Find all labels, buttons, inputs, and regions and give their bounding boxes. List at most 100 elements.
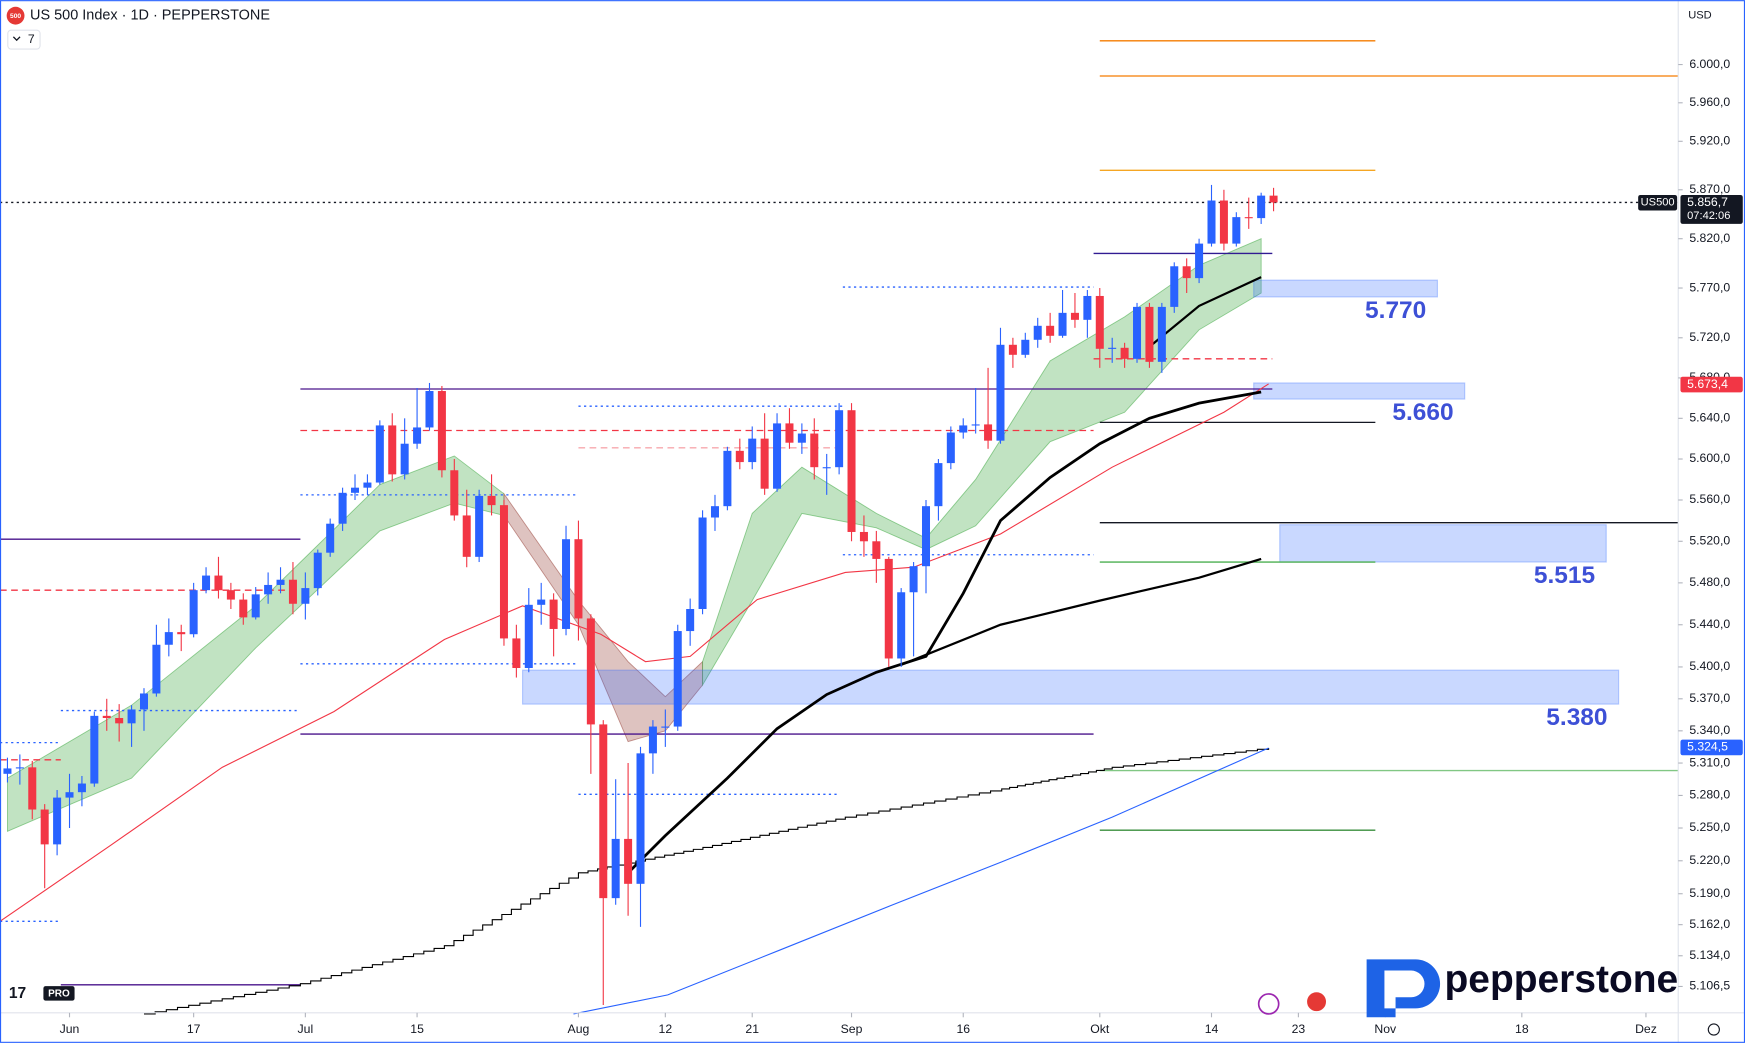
candle-body bbox=[586, 618, 595, 725]
x-tick-label: 12 bbox=[659, 1022, 673, 1036]
candle-body bbox=[624, 838, 633, 884]
candle-body bbox=[301, 588, 310, 604]
y-tick-label: 5.310,0 bbox=[1689, 755, 1730, 769]
currency[interactable]: USD bbox=[1688, 10, 1711, 22]
y-tick-label: 5.820,0 bbox=[1689, 231, 1730, 245]
candle-body bbox=[189, 590, 198, 635]
candle-body bbox=[276, 579, 285, 585]
y-tick-label: 5.440,0 bbox=[1689, 617, 1730, 631]
y-tick-label: 5.720,0 bbox=[1689, 330, 1730, 344]
price-badge-label: 5.673,4 bbox=[1687, 377, 1728, 391]
candle-body bbox=[1145, 306, 1154, 362]
candle-body bbox=[1070, 312, 1079, 320]
candle-body bbox=[822, 467, 831, 469]
countdown: 07:42:06 bbox=[1687, 210, 1730, 222]
y-tick-label: 5.560,0 bbox=[1689, 492, 1730, 506]
candle-body bbox=[264, 584, 273, 595]
candle-body bbox=[1021, 339, 1030, 355]
symbol-icon-text: 500 bbox=[10, 13, 21, 20]
candle-body bbox=[847, 410, 856, 532]
zone-label: 5.770 bbox=[1365, 297, 1426, 324]
candle-body bbox=[1133, 306, 1142, 359]
candle-body bbox=[164, 632, 173, 645]
candle-body bbox=[636, 753, 645, 884]
candle-body bbox=[214, 575, 223, 591]
candle-body bbox=[946, 432, 955, 464]
candle-body bbox=[251, 594, 260, 618]
support-zone bbox=[1253, 382, 1466, 400]
y-tick-label: 5.250,0 bbox=[1689, 820, 1730, 834]
plot: 5.770 5.660 5.515 5.380 bbox=[0, 40, 1679, 1015]
candle-body bbox=[1232, 217, 1241, 244]
symbol-badge bbox=[1638, 194, 1678, 211]
candle-body bbox=[723, 450, 732, 507]
support-zone bbox=[522, 669, 1620, 705]
candle-body bbox=[139, 693, 148, 710]
candle-body bbox=[487, 495, 496, 506]
candle-body bbox=[599, 724, 608, 899]
y-tick-label: 5.640,0 bbox=[1689, 411, 1730, 425]
x-tick-label: Dez bbox=[1635, 1022, 1657, 1036]
candle-body bbox=[686, 609, 695, 632]
candle-body bbox=[934, 463, 943, 507]
y-tick-label: 5.340,0 bbox=[1689, 723, 1730, 737]
candle-body bbox=[1170, 266, 1179, 307]
candle-body bbox=[549, 599, 558, 629]
candle-body bbox=[115, 717, 124, 724]
symbol-badge-label: US500 bbox=[1641, 197, 1675, 209]
candle-body bbox=[1058, 312, 1067, 336]
candle-body bbox=[537, 599, 546, 605]
candle-body bbox=[611, 838, 620, 899]
candle-body bbox=[288, 579, 297, 604]
candle-body bbox=[226, 590, 235, 600]
candle-body bbox=[1033, 325, 1042, 340]
tv-logo: 17 bbox=[9, 985, 26, 1002]
y-tick-label: 5.960,0 bbox=[1689, 95, 1730, 109]
logo-text: pepperstone bbox=[1445, 958, 1679, 1001]
candle-body bbox=[996, 344, 1005, 441]
y-tick-label: 5.134,0 bbox=[1689, 948, 1730, 962]
candle-body bbox=[710, 506, 719, 518]
y-tick-label: 5.770,0 bbox=[1689, 280, 1730, 294]
logo-mark bbox=[1384, 970, 1425, 1009]
candle-body bbox=[673, 631, 682, 727]
candle-body bbox=[562, 539, 571, 629]
indicator-line bbox=[0, 383, 1269, 922]
x-tick-label: Sep bbox=[841, 1022, 863, 1036]
x-tick-label: 14 bbox=[1205, 1022, 1219, 1036]
candle-body bbox=[921, 506, 931, 567]
candle-body bbox=[77, 783, 86, 793]
candle-body bbox=[177, 632, 186, 635]
settings-icon[interactable] bbox=[1707, 1023, 1720, 1036]
y-tick-label: 6.000,0 bbox=[1689, 57, 1730, 71]
y-tick-label: 5.162,0 bbox=[1689, 917, 1730, 931]
y-tick-label: 5.920,0 bbox=[1689, 134, 1730, 148]
x-tick-label: Jul bbox=[298, 1022, 314, 1036]
candle-body bbox=[475, 495, 484, 557]
candle-body bbox=[388, 425, 397, 475]
x-tick-label: Jun bbox=[60, 1022, 80, 1036]
candle-body bbox=[773, 423, 782, 489]
y-tick-label: 5.280,0 bbox=[1689, 788, 1730, 802]
candle-body bbox=[661, 726, 670, 728]
zone-label: 5.660 bbox=[1392, 399, 1453, 426]
y-tick-label: 5.870,0 bbox=[1689, 182, 1730, 196]
candle-body bbox=[884, 558, 893, 659]
price-badge bbox=[1680, 376, 1743, 393]
candle-body bbox=[1095, 295, 1104, 349]
chevron-icon bbox=[12, 36, 21, 42]
x-tick-label: 16 bbox=[956, 1022, 970, 1036]
candle-body bbox=[450, 470, 459, 516]
event-icon[interactable] bbox=[1257, 993, 1280, 1015]
candle-body bbox=[897, 592, 906, 659]
indicator-toggle[interactable] bbox=[7, 29, 41, 50]
candle-body bbox=[1257, 195, 1266, 219]
x-tick-label: 21 bbox=[745, 1022, 759, 1036]
flag-icon[interactable] bbox=[1305, 991, 1328, 1013]
candle-body bbox=[1195, 243, 1204, 279]
candle-body bbox=[1157, 306, 1166, 362]
candle-body bbox=[735, 450, 744, 463]
candle-body bbox=[363, 482, 372, 488]
